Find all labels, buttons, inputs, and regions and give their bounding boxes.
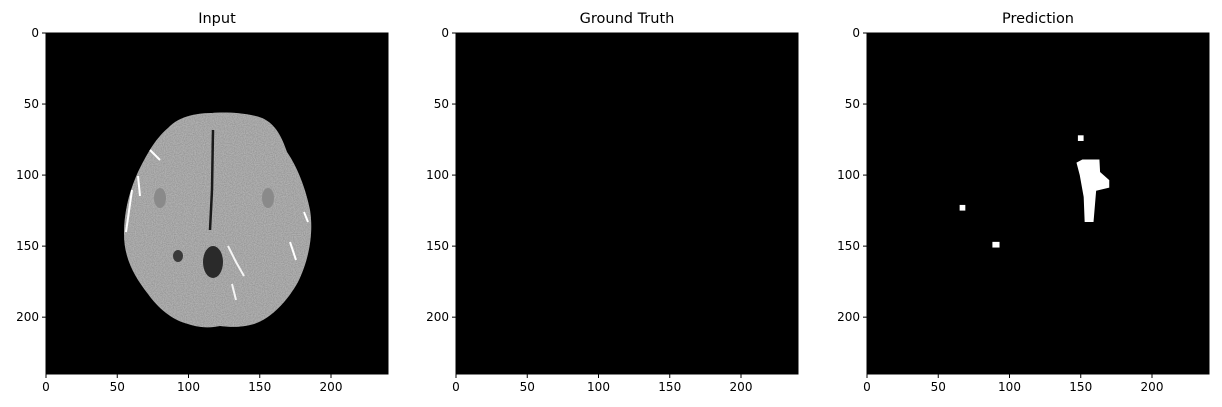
x-tick-label: 0 [452, 380, 460, 394]
x-tick-label: 50 [931, 380, 946, 394]
x-axis: 0 50 100 150 200 [452, 374, 752, 394]
ventricle-dark [203, 246, 223, 278]
x-tick-label: 100 [998, 380, 1021, 394]
panel-title: Prediction [1002, 11, 1074, 27]
x-tick-label: 100 [177, 380, 200, 394]
y-tick-label: 50 [845, 97, 860, 111]
x-tick-label: 50 [520, 380, 535, 394]
y-axis: 0 50 100 150 200 [16, 26, 46, 324]
x-tick-label: 200 [730, 380, 753, 394]
y-tick-label: 200 [426, 310, 449, 324]
x-tick-label: 50 [110, 380, 125, 394]
y-tick-label: 150 [837, 239, 860, 253]
panel-prediction: Prediction 0 50 100 150 200 0 50 100 150 200 [837, 11, 1210, 394]
y-tick-label: 100 [426, 168, 449, 182]
y-tick-label: 50 [24, 97, 39, 111]
image-background [456, 33, 798, 374]
x-tick-label: 150 [658, 380, 681, 394]
tissue-bright-right [289, 211, 309, 261]
axes-frame [455, 32, 799, 375]
mask-region [1076, 159, 1110, 222]
panel-ground-truth: Ground Truth 0 50 100 150 200 0 50 100 150 200 [426, 11, 799, 394]
y-tick-label: 150 [426, 239, 449, 253]
panel-input: Input 0 50 100 150 200 0 50 100 150 200 [16, 11, 389, 394]
x-axis: 0 50 100 150 200 [42, 374, 342, 394]
midline-dark [208, 129, 215, 231]
tissue-dark-spot [173, 250, 183, 262]
x-axis: 0 50 100 150 200 [863, 374, 1163, 394]
tissue-dark-spot [262, 188, 274, 208]
axes-frame [866, 32, 1210, 375]
y-tick-label: 0 [31, 26, 39, 40]
mask-region [1077, 135, 1084, 141]
x-tick-label: 200 [320, 380, 343, 394]
image-background [867, 33, 1209, 374]
panel-title: Input [198, 11, 236, 27]
y-tick-label: 200 [16, 310, 39, 324]
y-tick-label: 200 [837, 310, 860, 324]
mask-region [992, 241, 1000, 248]
x-tick-label: 150 [1069, 380, 1092, 394]
tissue-bright-center [227, 245, 245, 301]
x-tick-label: 0 [863, 380, 871, 394]
y-tick-label: 50 [434, 97, 449, 111]
panel-title: Ground Truth [580, 11, 675, 27]
y-axis: 0 50 100 150 200 [426, 26, 456, 324]
x-tick-label: 200 [1141, 380, 1164, 394]
y-tick-label: 150 [16, 239, 39, 253]
y-tick-label: 100 [16, 168, 39, 182]
y-tick-label: 0 [441, 26, 449, 40]
brain-tissue [124, 112, 312, 328]
x-tick-label: 0 [42, 380, 50, 394]
y-tick-label: 0 [852, 26, 860, 40]
y-tick-label: 100 [837, 168, 860, 182]
mask-region [959, 204, 966, 211]
x-tick-label: 150 [248, 380, 271, 394]
tissue-dark-spot [154, 188, 166, 208]
prediction-mask [959, 135, 1110, 248]
brain-scan-image [124, 112, 312, 328]
x-tick-label: 100 [587, 380, 610, 394]
axes-frame [45, 32, 389, 375]
tissue-bright-left [125, 149, 161, 233]
y-axis: 0 50 100 150 200 [837, 26, 867, 324]
